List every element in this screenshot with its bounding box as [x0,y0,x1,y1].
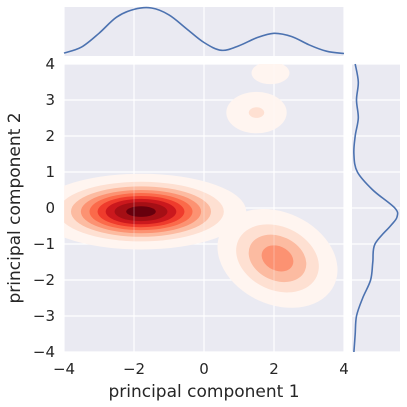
x-tick-labels: −4 −2 0 2 4 [53,360,349,378]
kde-contour-level [126,206,156,217]
kde-density-contours [64,64,338,308]
y-tick-label: 0 [45,199,55,217]
right-marginal [352,63,400,353]
kde-cluster-A [64,173,247,250]
x-tick-label: −2 [123,360,145,378]
y-tick-label: 1 [45,163,55,181]
y-tick-label: −4 [33,343,55,361]
y-axis-label: principal component 2 [5,112,25,303]
right-marginal-kde-line [353,63,399,353]
y-tick-label: 2 [45,127,55,145]
y-tick-label: −3 [33,307,55,325]
y-tick-label: −2 [33,271,55,289]
y-tick-label: 3 [45,91,55,109]
top-marginal-grid [63,7,345,56]
x-tick-label: −4 [53,360,75,378]
y-tick-label: −1 [33,235,55,253]
kde-contour-level [261,245,294,272]
x-tick-label: 4 [339,360,349,378]
kde-cluster-D [251,64,290,85]
x-axis-label: principal component 1 [108,382,299,402]
top-marginal-kde-line [63,6,345,55]
right-marginal-grid [352,63,400,353]
x-tick-label: 2 [269,360,279,378]
main-grid-overlay [63,64,345,352]
y-tick-labels: 4 3 2 1 0 −1 −2 −3 −4 [33,55,55,361]
kde-cluster-B [217,208,338,308]
kde-contour-level [248,107,265,118]
y-tick-label: 4 [45,55,55,73]
top-marginal [63,6,345,56]
kde-cluster-C [226,91,287,134]
x-tick-label: 0 [199,360,209,378]
kde-contour-level [251,64,290,85]
main-plot [63,63,345,353]
